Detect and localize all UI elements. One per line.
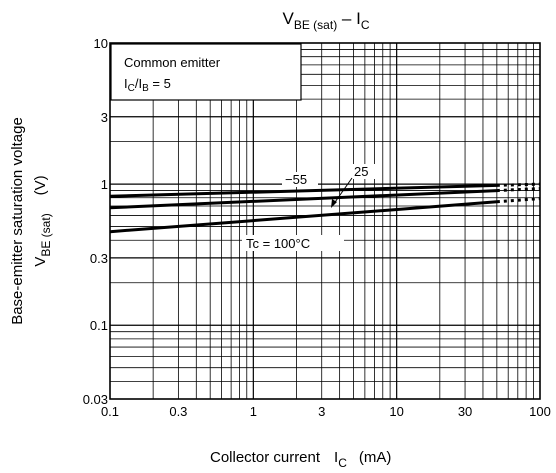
y-tick-label: 0.1: [90, 318, 108, 333]
title-v: V: [283, 9, 295, 28]
x-axis-title: Collector current IC (mA): [210, 449, 391, 470]
curve-0: [109, 183, 497, 198]
label-100: Tc = 100°C: [246, 236, 310, 251]
x-axis-sym: I: [334, 449, 338, 466]
x-tick-labels: 0.1 0.3 1 3 10 30 100: [101, 404, 551, 419]
title-v-sub: BE (sat): [294, 18, 337, 32]
y-axis-line2: VBE (sat) (V): [32, 175, 53, 266]
x-tick-label: 100: [529, 404, 551, 419]
curve-dashed-0: [496, 182, 541, 187]
legend-rest: = 5: [149, 76, 171, 91]
x-axis-unit: (mA): [359, 449, 392, 466]
label-m55-bg: [282, 172, 318, 187]
legend-line1: Common emitter: [124, 55, 221, 70]
y-tick-label: 0.03: [83, 392, 108, 407]
y-tick-label: 10: [94, 36, 108, 51]
legend-slash: /I: [135, 76, 142, 91]
x-tick-label: 1: [250, 404, 257, 419]
y-axis-sym: V: [32, 257, 49, 267]
x-tick-label: 0.1: [101, 404, 119, 419]
legend-box: Common emitter IC/IB = 5: [110, 43, 302, 101]
x-tick-label: 0.3: [169, 404, 187, 419]
legend-box-bg: [110, 43, 302, 101]
label-m55: −55: [285, 172, 307, 187]
y-axis-unit: (V): [32, 175, 49, 195]
chart-title: VBE (sat) – IC: [283, 9, 370, 32]
label-25-bg: [350, 164, 376, 179]
title-sep: –: [337, 9, 356, 28]
plot-frame: [109, 42, 541, 400]
curve-dashed-2: [496, 197, 541, 204]
x-tick-label: 30: [458, 404, 472, 419]
x-axis-sub: C: [338, 456, 347, 470]
legend-line2: IC/IB = 5: [124, 76, 171, 94]
curve-2: [109, 200, 497, 234]
y-tick-label: 1: [101, 177, 108, 192]
curve-dashed-1: [496, 187, 541, 193]
legend-ic-sub: C: [128, 83, 135, 94]
y-axis-line1: Base-emitter saturation voltage: [9, 117, 26, 325]
curve-1: [109, 189, 497, 210]
label-25: 25: [354, 164, 368, 179]
title-i-sub: C: [361, 18, 370, 32]
y-axis-title: Base-emitter saturation voltage: [9, 117, 26, 325]
y-tick-label: 3: [101, 110, 108, 125]
label-25-leader: [332, 177, 353, 206]
x-axis-text: Collector current: [210, 449, 321, 466]
legend-ic: I: [124, 76, 128, 91]
x-tick-label: 3: [318, 404, 325, 419]
legend-ib-sub: B: [142, 83, 149, 94]
y-axis-title-2: VBE (sat) (V): [32, 175, 53, 266]
title-i: I: [356, 9, 361, 28]
x-tick-label: 10: [389, 404, 403, 419]
y-tick-label: 0.3: [90, 251, 108, 266]
curves: [109, 182, 541, 234]
y-axis-sub: BE (sat): [39, 213, 53, 256]
label-100-bg: [242, 235, 344, 251]
label-25-arrowhead: [331, 199, 337, 208]
y-tick-labels: 0.03 0.1 0.3 1 3 10: [83, 36, 108, 407]
